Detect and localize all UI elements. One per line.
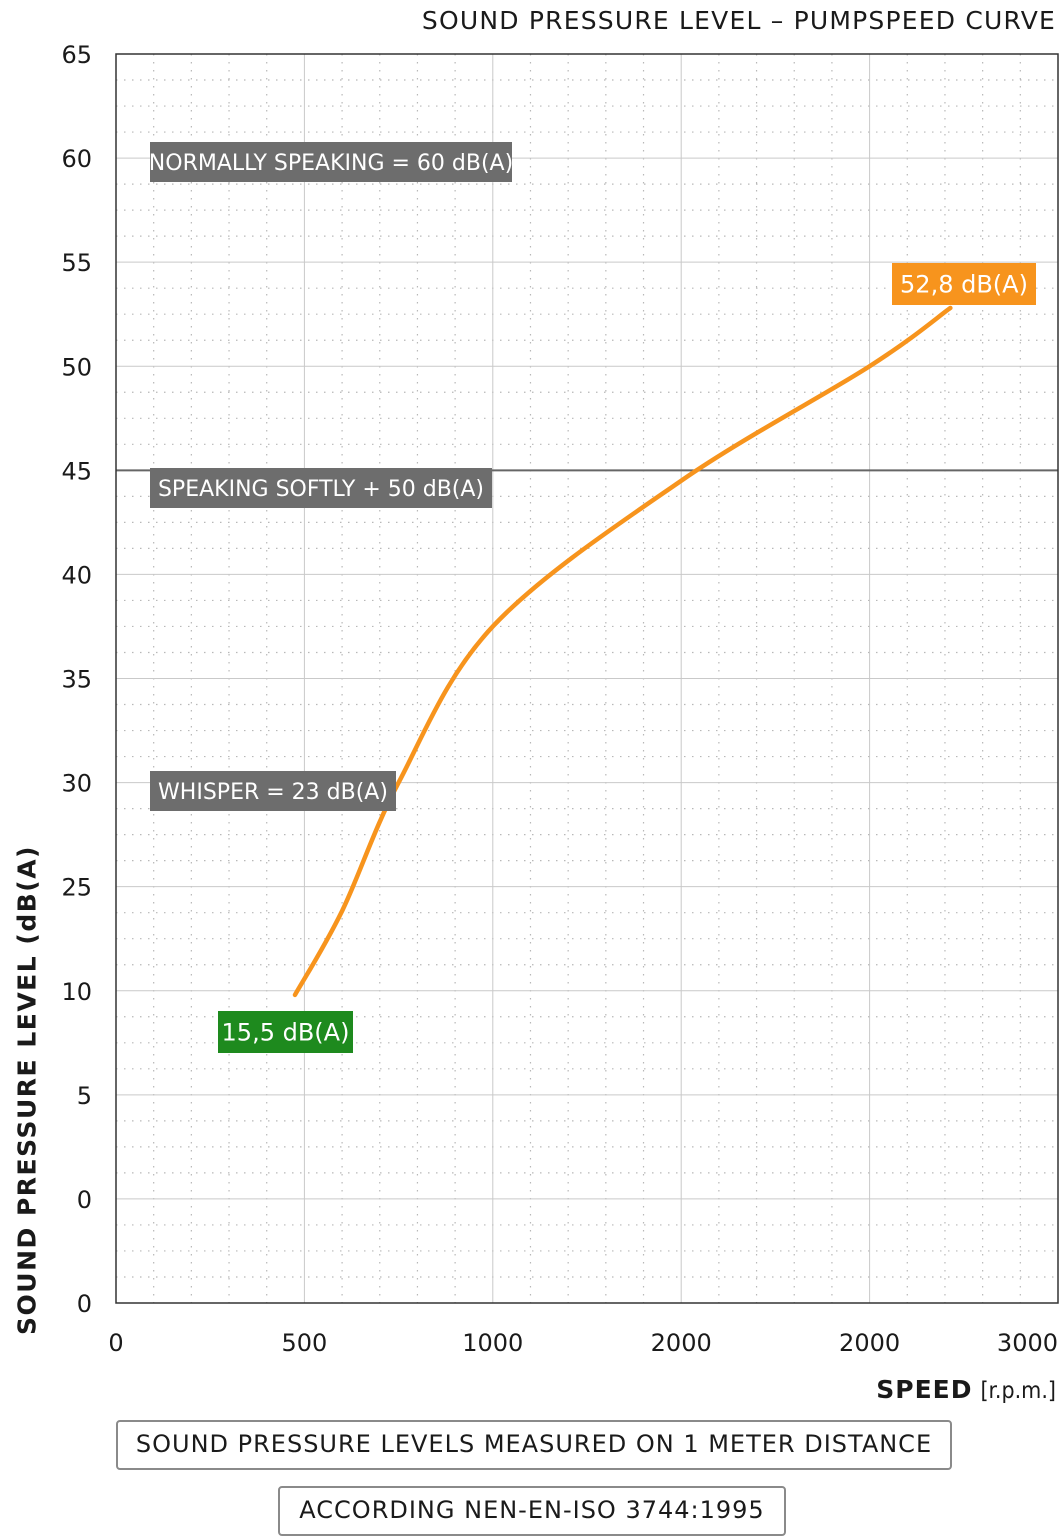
annotations: NORMALLY SPEAKING = 60 dB(A) SPEAKING SOF… [149,142,1036,1053]
x-axis-label: SPEED [r.p.m.] [876,1375,1056,1404]
x-axis-ticks: 0 500 1000 2000 2000 3000 [108,1329,1058,1357]
y-tick-label: 60 [61,145,92,173]
y-tick-label: 45 [61,457,92,485]
y-axis-label: SOUND PRESSURE LEVEL (dB(A) [13,845,42,1335]
x-tick-label: 3000 [997,1329,1058,1357]
y-tick-label: 35 [61,666,92,694]
y-tick-label: 25 [61,874,92,902]
measurement-note: SOUND PRESSURE LEVELS MEASURED ON 1 METE… [116,1420,952,1470]
y-tick-label: 50 [61,353,92,381]
y-tick-label: 5 [77,1082,92,1110]
y-tick-label: 40 [61,561,92,589]
x-tick-label: 0 [108,1329,123,1357]
y-tick-label: 65 [61,41,92,69]
y-tick-label: 55 [61,249,92,277]
y-tick-label: 0 [77,1186,92,1214]
annotation-label: NORMALLY SPEAKING = 60 dB(A) [149,151,513,176]
x-tick-label: 500 [281,1329,327,1357]
annotation-soft: SPEAKING SOFTLY + 50 dB(A) [150,468,492,508]
annotation-min: 15,5 dB(A) [218,1011,353,1053]
y-tick-label: 10 [61,978,92,1006]
annotation-normal: NORMALLY SPEAKING = 60 dB(A) [149,142,513,182]
standard-note: ACCORDING NEN-EN-ISO 3744:1995 [278,1486,786,1536]
major-grid [116,54,1058,1303]
x-tick-label: 2000 [651,1329,712,1357]
series-line [295,308,950,995]
x-axis-label-text: SPEED [876,1375,972,1404]
annotation-label: WHISPER = 23 dB(A) [158,780,388,805]
annotation-label: 52,8 dB(A) [900,271,1028,299]
x-tick-label: 2000 [839,1329,900,1357]
annotation-max: 52,8 dB(A) [892,263,1036,305]
annotation-whisper: WHISPER = 23 dB(A) [150,771,396,811]
y-tick-label: 0 [77,1290,92,1318]
y-tick-label: 30 [61,770,92,798]
x-axis-unit: [r.p.m.] [980,1378,1056,1404]
data-series [295,308,951,995]
annotation-label: SPEAKING SOFTLY + 50 dB(A) [158,477,484,502]
x-tick-label: 1000 [462,1329,523,1357]
annotation-label: 15,5 dB(A) [222,1019,350,1047]
